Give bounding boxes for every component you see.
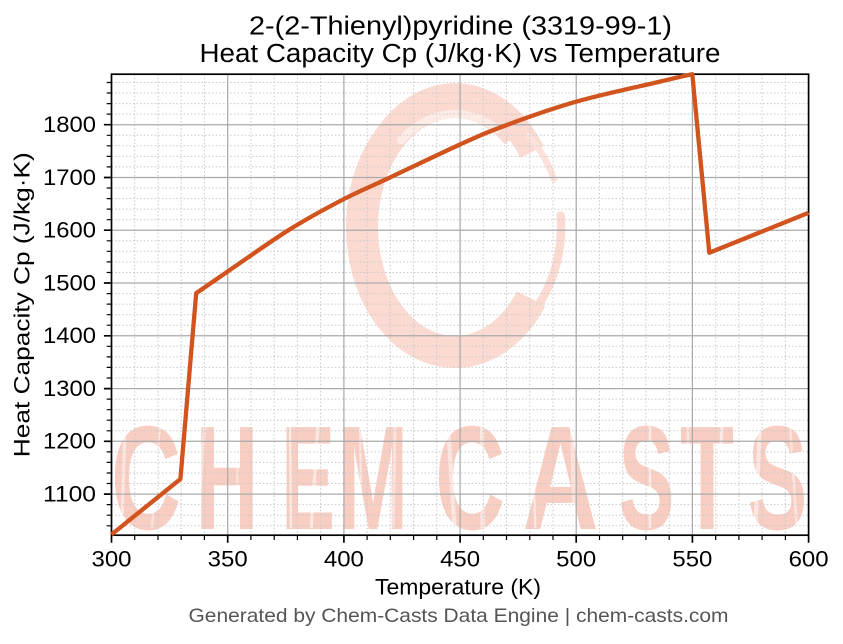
svg-text:H: H [196,396,259,561]
svg-text:C: C [111,396,181,561]
svg-text:450: 450 [440,547,480,572]
svg-text:Generated by Chem-Casts Data E: Generated by Chem-Casts Data Engine | ch… [189,605,729,627]
svg-text:300: 300 [92,547,132,572]
svg-text:1300: 1300 [43,376,96,401]
svg-text:1600: 1600 [43,218,96,243]
svg-text:E: E [281,396,335,561]
svg-text:550: 550 [672,547,712,572]
svg-text:1400: 1400 [43,323,96,348]
svg-text:C: C [435,396,505,561]
svg-text:1100: 1100 [43,482,96,507]
svg-text:350: 350 [208,547,248,572]
svg-text:Heat Capacity Cp (J/kg·K): Heat Capacity Cp (J/kg·K) [10,152,35,457]
svg-text:1700: 1700 [43,165,96,190]
svg-text:M: M [338,396,408,561]
svg-text:1200: 1200 [43,429,96,454]
svg-text:S: S [619,396,675,561]
svg-text:Heat Capacity Cp (J/kg·K) vs T: Heat Capacity Cp (J/kg·K) vs Temperature [200,40,721,68]
svg-text:A: A [523,396,599,561]
svg-text:500: 500 [556,547,596,572]
svg-text:2-(2-Thienyl)pyridine (3319-99: 2-(2-Thienyl)pyridine (3319-99-1) [249,12,672,40]
svg-text:1500: 1500 [43,270,96,295]
svg-text:600: 600 [789,547,829,572]
svg-text:1800: 1800 [43,112,96,137]
svg-text:400: 400 [324,547,364,572]
svg-text:T: T [680,396,734,561]
svg-text:Temperature (K): Temperature (K) [375,575,541,600]
